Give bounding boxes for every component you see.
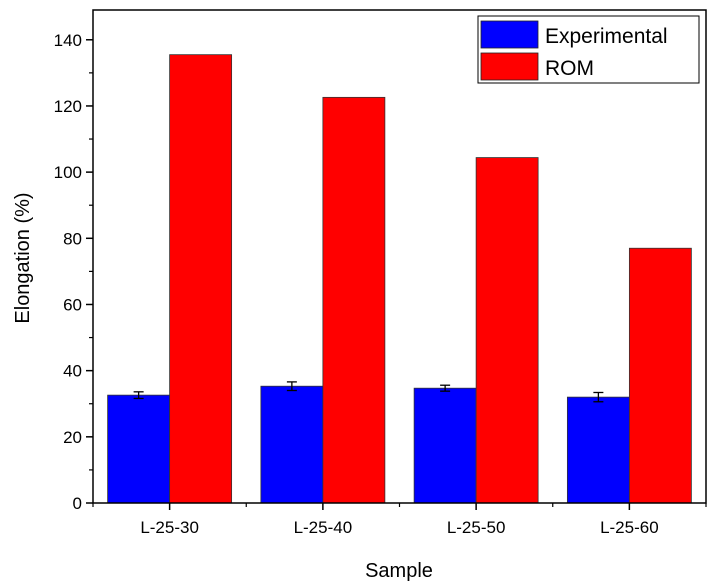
error-bar-experimental-l-25-50 <box>440 384 451 392</box>
legend-item-experimental: Experimental <box>480 20 668 49</box>
bar-experimental-l-25-30 <box>107 394 171 504</box>
error-bars-layer <box>133 381 604 403</box>
legend-label-rom: ROM <box>545 57 594 80</box>
x-tick-label-l-25-30: L-25-30 <box>140 518 199 537</box>
bars-layer <box>107 54 692 504</box>
bar-rom-l-25-60 <box>628 247 692 504</box>
bar-experimental-l-25-50 <box>413 387 477 504</box>
y-tick-label-0: 0 <box>73 494 82 513</box>
error-bar-experimental-l-25-30 <box>133 391 144 400</box>
y-tick-label-140: 140 <box>54 31 82 50</box>
legend-label-experimental: Experimental <box>545 25 668 48</box>
bar-experimental-l-25-60 <box>566 396 630 504</box>
legend-swatch-rom <box>480 52 539 81</box>
x-tick-label-l-25-50: L-25-50 <box>447 518 506 537</box>
y-axis-title: Elongation (%) <box>12 192 34 323</box>
y-tick-label-40: 40 <box>63 362 82 381</box>
legend-item-rom: ROM <box>480 52 594 81</box>
x-tick-label-l-25-40: L-25-40 <box>294 518 353 537</box>
legend-swatch-experimental <box>480 20 539 49</box>
y-tick-label-100: 100 <box>54 163 82 182</box>
bar-rom-l-25-50 <box>475 157 539 504</box>
bar-rom-l-25-40 <box>322 96 386 504</box>
y-axis: 0 20 40 60 80 100 120 140 <box>54 31 93 513</box>
y-tick-label-20: 20 <box>63 428 82 447</box>
y-tick-label-120: 120 <box>54 97 82 116</box>
x-axis: L-25-30 L-25-40 L-25-50 L-25-60 <box>92 503 707 537</box>
legend: Experimental ROM <box>477 15 700 84</box>
y-tick-label-80: 80 <box>63 229 82 248</box>
y-tick-label-60: 60 <box>63 295 82 314</box>
bar-experimental-l-25-40 <box>260 385 324 504</box>
bar-rom-l-25-30 <box>169 54 233 504</box>
error-bar-experimental-l-25-40 <box>286 381 297 392</box>
x-tick-label-l-25-60: L-25-60 <box>600 518 659 537</box>
x-axis-title: Sample <box>365 560 433 582</box>
error-bar-experimental-l-25-60 <box>593 391 604 403</box>
